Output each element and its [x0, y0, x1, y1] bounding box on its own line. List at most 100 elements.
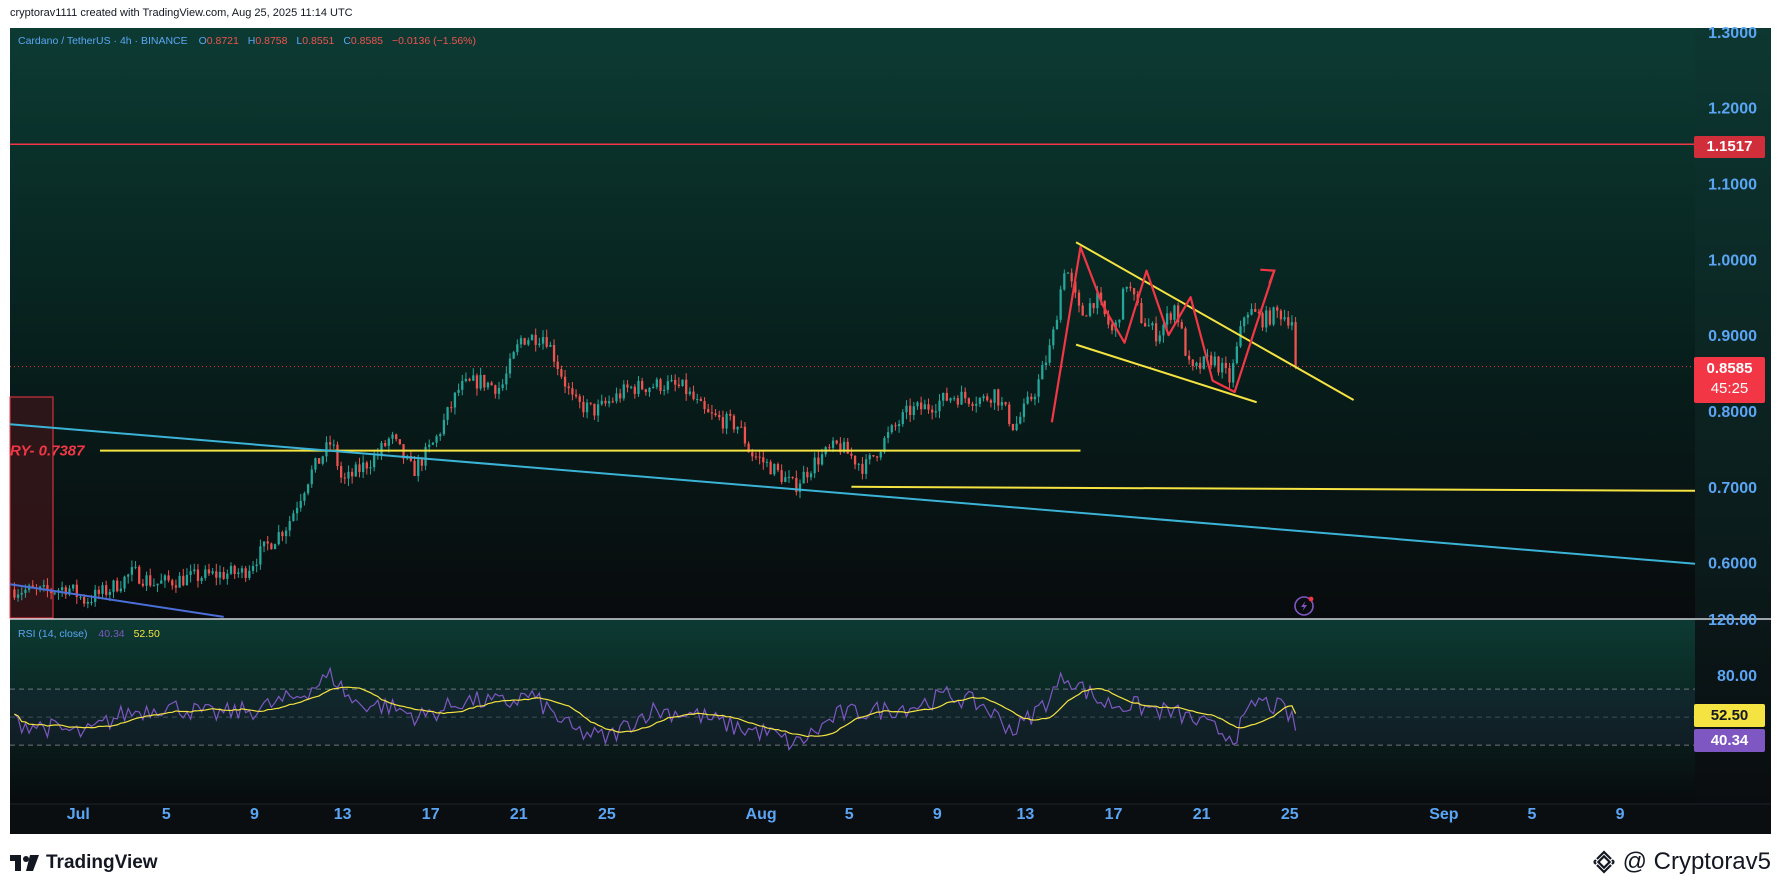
candle-body	[769, 461, 772, 475]
candle-body	[141, 583, 145, 586]
candle-body	[160, 580, 163, 584]
last-price-value: 0.8585	[1706, 360, 1753, 377]
candle-body	[53, 592, 56, 594]
candle-body	[879, 451, 882, 458]
candle-body	[1022, 403, 1026, 417]
candle-body	[354, 464, 357, 477]
candle-body	[1004, 402, 1007, 405]
candle-body	[424, 446, 427, 466]
candle-body	[310, 469, 313, 485]
tradingview-logo-icon	[10, 855, 39, 871]
candle-body	[1283, 317, 1286, 320]
replay-icon[interactable]	[1294, 596, 1314, 616]
candle-body	[248, 570, 251, 578]
candle-body	[1037, 379, 1040, 397]
trendline-descending-cyan	[9, 423, 1696, 565]
price-axis-label: 1.2000	[1708, 101, 1757, 118]
candle-body	[1041, 365, 1044, 380]
candle-body	[1011, 423, 1015, 430]
candle-body	[42, 585, 45, 587]
candle-body	[453, 392, 457, 408]
candle-body	[395, 434, 398, 440]
candle-body	[729, 413, 732, 416]
candle-body	[134, 566, 137, 568]
rsi-pane-background	[10, 619, 1695, 804]
candle-body	[787, 476, 791, 478]
candle-body	[1063, 273, 1066, 290]
candle-body	[1213, 356, 1216, 366]
candle-body	[670, 379, 673, 382]
candle-body	[1254, 309, 1257, 312]
candle-body	[666, 381, 669, 390]
time-axis-background	[10, 804, 1771, 834]
candle-body	[897, 424, 901, 427]
candle-body	[1199, 362, 1202, 369]
candle-body	[696, 398, 699, 400]
candle-body	[464, 378, 468, 381]
candle-body	[993, 389, 996, 403]
candle-body	[1099, 292, 1103, 301]
symbol-legend: Cardano / TetherUS · 4h · BINANCE O0.872…	[18, 35, 476, 47]
candle-body	[446, 407, 449, 420]
time-axis-label: 9	[933, 806, 942, 823]
candle-body	[130, 567, 134, 575]
candle-body	[1052, 329, 1055, 346]
candle-body	[13, 589, 16, 598]
candle-body	[629, 386, 633, 388]
candle-body	[508, 358, 512, 374]
candle-body	[60, 587, 64, 591]
candle-body	[362, 462, 365, 473]
close-label: C	[343, 35, 351, 47]
candle-body	[479, 374, 482, 389]
candle-body	[835, 440, 838, 444]
tradingview-logo[interactable]: TradingView	[10, 852, 158, 874]
candle-body	[846, 441, 849, 454]
candle-body	[413, 460, 416, 477]
candle-body	[384, 443, 387, 446]
candle-body	[1290, 322, 1294, 326]
candle-body	[585, 402, 589, 413]
candle-body	[343, 477, 346, 479]
candle-body	[1279, 310, 1283, 320]
candle-body	[740, 426, 743, 428]
candle-body	[512, 352, 515, 359]
candle-body	[809, 473, 813, 478]
candle-body	[218, 571, 222, 578]
trendline-wedge-upper	[1075, 241, 1355, 401]
candle-body	[839, 443, 842, 453]
candle-body	[1210, 355, 1213, 366]
candle-body	[182, 575, 185, 586]
candle-body	[710, 412, 714, 414]
candle-body	[1015, 423, 1018, 430]
candle-body	[556, 361, 559, 370]
binance-logo-icon	[1592, 850, 1615, 874]
open-value: 0.8721	[206, 35, 239, 47]
candle-body	[483, 374, 486, 388]
candle-body	[828, 447, 831, 449]
candle-body	[1162, 324, 1165, 336]
candle-body	[765, 461, 769, 463]
candle-body	[978, 398, 982, 404]
trendline-wedge-lower	[1075, 343, 1257, 404]
candle-body	[435, 436, 438, 443]
candle-body	[273, 544, 277, 550]
candle-body	[281, 532, 284, 537]
candle-body	[68, 588, 71, 595]
candle-body	[244, 568, 247, 578]
candle-body	[1019, 416, 1022, 424]
rsi-ma-line	[14, 686, 1297, 738]
candle-body	[351, 471, 354, 477]
rsi-axis-label: 120.00	[1708, 612, 1757, 629]
close-value: 0.8585	[350, 35, 384, 47]
rsi-legend: RSI (14, close) 40.34 52.50	[18, 628, 160, 640]
time-axis-label: 5	[162, 806, 171, 823]
candle-body	[931, 409, 934, 413]
time-axis-label: 13	[334, 806, 352, 823]
candle-body	[1224, 362, 1227, 369]
levels-layer	[10, 143, 1695, 368]
rsi-line	[13, 666, 1297, 751]
time-axis-label: 21	[510, 806, 528, 823]
candle-body	[604, 400, 607, 404]
time-axis-label: 17	[1105, 806, 1123, 823]
